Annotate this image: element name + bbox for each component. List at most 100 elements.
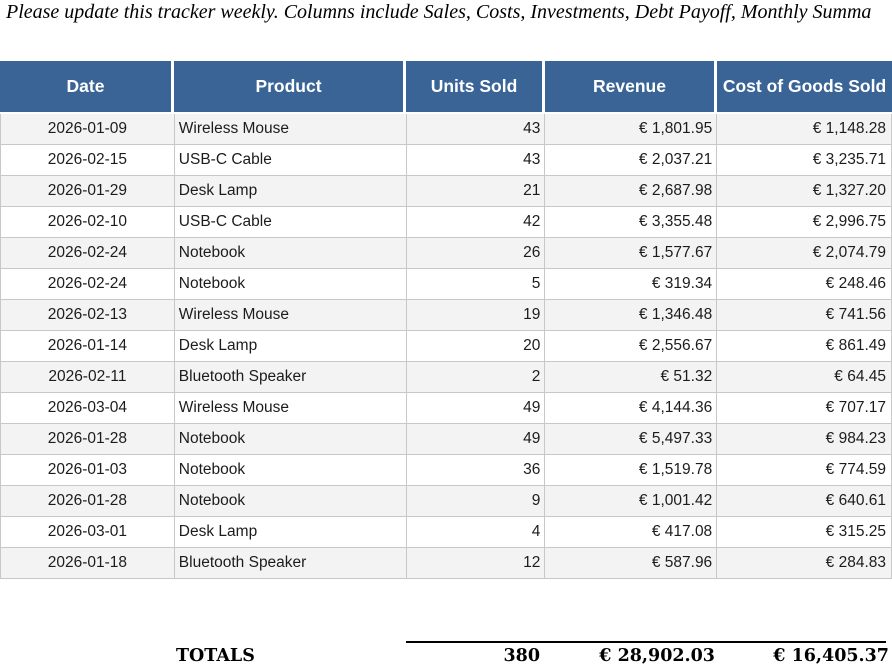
table-row: 2026-01-29 Desk Lamp 21 € 2,687.98 € 1,327.2… [0, 176, 892, 207]
cell-product: Notebook [175, 455, 407, 485]
cell-revenue: € 2,687.98 [545, 176, 718, 206]
table-row: 2026-02-13 Wireless Mouse 19 € 1,346.48 € 74… [0, 300, 892, 331]
cell-units-sold: 43 [407, 145, 546, 175]
table-row: 2026-01-14 Desk Lamp 20 € 2,556.67 € 861.49 [0, 331, 892, 362]
cell-product: USB-C Cable [175, 207, 407, 237]
cell-cost-of-goods-sold: € 640.61 [717, 486, 892, 516]
cell-units-sold: 5 [407, 269, 546, 299]
table-row: 2026-02-11 Bluetooth Speaker 2 € 51.32 € 64.… [0, 362, 892, 393]
cell-units-sold: 36 [407, 455, 546, 485]
table-row: 2026-02-24 Notebook 5 € 319.34 € 248.46 [0, 269, 892, 300]
cell-cost-of-goods-sold: € 284.83 [717, 548, 892, 578]
totals-units-sold: 380 [503, 646, 540, 666]
totals-cost-of-goods-sold: € 16,405.37 [773, 646, 889, 666]
cell-date: 2026-02-24 [1, 269, 175, 299]
cell-cost-of-goods-sold: € 861.49 [717, 331, 892, 361]
cell-product: USB-C Cable [175, 145, 407, 175]
cell-units-sold: 49 [407, 424, 546, 454]
table-row: 2026-01-28 Notebook 49 € 5,497.33 € 984.23 [0, 424, 892, 455]
cell-revenue: € 1,346.48 [545, 300, 718, 330]
table-row: 2026-02-24 Notebook 26 € 1,577.67 € 2,074.79 [0, 238, 892, 269]
cell-revenue: € 2,556.67 [545, 331, 718, 361]
cell-units-sold: 12 [407, 548, 546, 578]
cell-revenue: € 1,577.67 [545, 238, 718, 268]
column-header-revenue: Revenue [545, 61, 717, 112]
cell-product: Notebook [175, 238, 407, 268]
cell-revenue: € 1,001.42 [545, 486, 718, 516]
sales-table: Date Product Units Sold Revenue Cost of Good… [0, 61, 892, 579]
cell-units-sold: 4 [407, 517, 546, 547]
cell-date: 2026-02-10 [1, 207, 175, 237]
cell-product: Wireless Mouse [175, 114, 407, 144]
cell-date: 2026-03-04 [1, 393, 175, 423]
cell-cost-of-goods-sold: € 248.46 [717, 269, 892, 299]
column-header-product: Product [174, 61, 406, 112]
column-header-units-sold: Units Sold [406, 61, 545, 112]
cell-product: Desk Lamp [175, 331, 407, 361]
cell-date: 2026-01-28 [1, 486, 175, 516]
totals-label: TOTALS [176, 646, 255, 666]
cell-revenue: € 319.34 [545, 269, 718, 299]
cell-units-sold: 43 [407, 114, 546, 144]
cell-product: Bluetooth Speaker [175, 362, 407, 392]
totals-revenue: € 28,902.03 [599, 646, 715, 666]
cell-revenue: € 51.32 [545, 362, 718, 392]
cell-product: Notebook [175, 486, 407, 516]
cell-revenue: € 4,144.36 [545, 393, 718, 423]
cell-date: 2026-02-11 [1, 362, 175, 392]
totals-spacer [0, 644, 174, 668]
cell-units-sold: 20 [407, 331, 546, 361]
cell-product: Wireless Mouse [175, 393, 407, 423]
cell-product: Desk Lamp [175, 517, 407, 547]
cell-date: 2026-02-24 [1, 238, 175, 268]
cell-cost-of-goods-sold: € 774.59 [717, 455, 892, 485]
table-row: 2026-01-28 Notebook 9 € 1,001.42 € 640.61 [0, 486, 892, 517]
cell-date: 2026-01-28 [1, 424, 175, 454]
cell-cost-of-goods-sold: € 984.23 [717, 424, 892, 454]
table-row: 2026-01-09 Wireless Mouse 43 € 1,801.95 € 1,… [0, 114, 892, 145]
cell-product: Desk Lamp [175, 176, 407, 206]
cell-units-sold: 2 [407, 362, 546, 392]
cell-product: Wireless Mouse [175, 300, 407, 330]
cell-product: Notebook [175, 269, 407, 299]
cell-date: 2026-01-18 [1, 548, 175, 578]
cell-date: 2026-01-09 [1, 114, 175, 144]
cell-date: 2026-01-14 [1, 331, 175, 361]
cell-revenue: € 587.96 [545, 548, 718, 578]
cell-cost-of-goods-sold: € 2,074.79 [717, 238, 892, 268]
cell-revenue: € 417.08 [545, 517, 718, 547]
totals-row: TOTALS 380 € 28,902.03 € 16,405.37 [0, 644, 892, 668]
column-header-cost-of-goods-sold: Cost of Goods Sold [722, 76, 887, 96]
table-row: 2026-02-10 USB-C Cable 42 € 3,355.48 € 2,996… [0, 207, 892, 238]
cell-cost-of-goods-sold: € 315.25 [717, 517, 892, 547]
cell-cost-of-goods-sold: € 707.17 [717, 393, 892, 423]
cell-units-sold: 49 [407, 393, 546, 423]
column-header-date: Date [0, 61, 174, 112]
cell-revenue: € 5,497.33 [545, 424, 718, 454]
tracker-note: Please update this tracker weekly. Colum… [6, 1, 872, 23]
cell-revenue: € 3,355.48 [545, 207, 718, 237]
cell-cost-of-goods-sold: € 64.45 [717, 362, 892, 392]
cell-cost-of-goods-sold: € 741.56 [717, 300, 892, 330]
cell-cost-of-goods-sold: € 1,327.20 [717, 176, 892, 206]
cell-units-sold: 19 [407, 300, 546, 330]
table-header-row: Date Product Units Sold Revenue Cost of Good… [0, 61, 892, 112]
table-row: 2026-01-03 Notebook 36 € 1,519.78 € 774.59 [0, 455, 892, 486]
table-row: 2026-01-18 Bluetooth Speaker 12 € 587.96 € 2… [0, 548, 892, 579]
cell-cost-of-goods-sold: € 3,235.71 [717, 145, 892, 175]
cell-units-sold: 21 [407, 176, 546, 206]
cell-revenue: € 2,037.21 [545, 145, 718, 175]
cell-units-sold: 26 [407, 238, 546, 268]
table-body: 2026-01-09 Wireless Mouse 43 € 1,801.95 € 1,… [0, 114, 892, 579]
totals-rule [406, 641, 886, 643]
cell-date: 2026-02-13 [1, 300, 175, 330]
cell-units-sold: 42 [407, 207, 546, 237]
cell-revenue: € 1,519.78 [545, 455, 718, 485]
table-row: 2026-03-04 Wireless Mouse 49 € 4,144.36 € 70… [0, 393, 892, 424]
cell-date: 2026-03-01 [1, 517, 175, 547]
cell-units-sold: 9 [407, 486, 546, 516]
table-row: 2026-03-01 Desk Lamp 4 € 417.08 € 315.25 [0, 517, 892, 548]
cell-revenue: € 1,801.95 [545, 114, 718, 144]
cell-product: Bluetooth Speaker [175, 548, 407, 578]
cell-cost-of-goods-sold: € 2,996.75 [717, 207, 892, 237]
